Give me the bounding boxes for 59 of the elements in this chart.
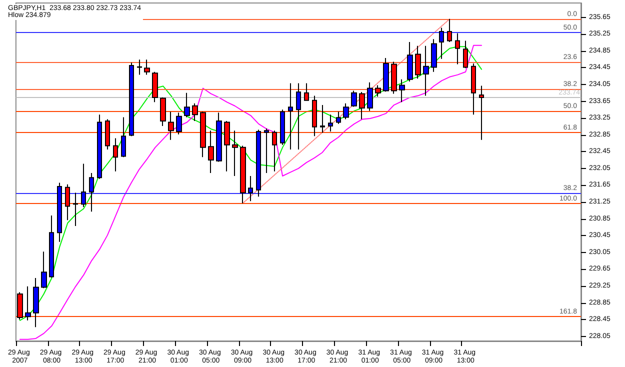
candlestick	[359, 92, 365, 120]
candlestick	[455, 32, 460, 65]
candlestick	[439, 27, 444, 60]
candlestick	[137, 59, 142, 76]
candlestick	[256, 129, 261, 198]
candlestick	[57, 182, 62, 242]
candlestick	[224, 120, 230, 172]
candlestick	[176, 112, 182, 135]
candlestick	[240, 145, 246, 204]
candlestick	[272, 130, 277, 172]
candlestick	[296, 82, 301, 150]
candlestick	[463, 40, 468, 69]
candlestick	[367, 82, 373, 112]
candlestick	[320, 104, 325, 134]
candlestick	[415, 45, 421, 80]
candlestick	[431, 38, 437, 72]
candlestick	[184, 92, 190, 118]
candlestick	[304, 82, 309, 101]
candlestick	[144, 59, 150, 76]
candlestick	[192, 102, 198, 122]
candlestick	[25, 286, 31, 321]
candlestick	[33, 278, 39, 328]
candlestick	[447, 18, 452, 43]
candlestick	[351, 90, 357, 108]
candlestick	[113, 138, 118, 172]
candlestick	[208, 130, 214, 174]
candlestick	[105, 118, 110, 150]
candlestick	[65, 184, 70, 221]
candlestick	[264, 128, 269, 174]
candlestick	[343, 102, 349, 120]
candlestick	[121, 116, 126, 158]
candlestick	[152, 71, 158, 103]
candlestick	[383, 58, 389, 92]
candlestick	[200, 111, 206, 158]
candlestick	[336, 111, 341, 124]
candlestick	[479, 85, 484, 140]
candlestick	[81, 163, 86, 208]
candlestick	[471, 62, 476, 116]
candlestick	[312, 95, 317, 137]
candlestick	[129, 62, 134, 137]
candlestick	[407, 42, 413, 82]
candlestick	[168, 111, 174, 140]
candlestick	[391, 61, 397, 94]
candlestick	[160, 96, 166, 127]
candlestick	[423, 45, 429, 96]
candlestick	[375, 84, 381, 98]
candlestick	[89, 172, 94, 212]
candlestick	[216, 112, 222, 162]
candlestick	[97, 114, 102, 180]
candlestick	[49, 214, 54, 278]
candlestick	[288, 82, 293, 150]
candlestick	[232, 130, 238, 176]
candlestick	[73, 192, 78, 226]
candlestick	[280, 109, 285, 146]
candlestick	[399, 78, 405, 103]
candlestick	[41, 251, 47, 289]
candlestick	[17, 292, 23, 320]
candlestick	[248, 175, 253, 202]
candlestick	[328, 114, 333, 132]
